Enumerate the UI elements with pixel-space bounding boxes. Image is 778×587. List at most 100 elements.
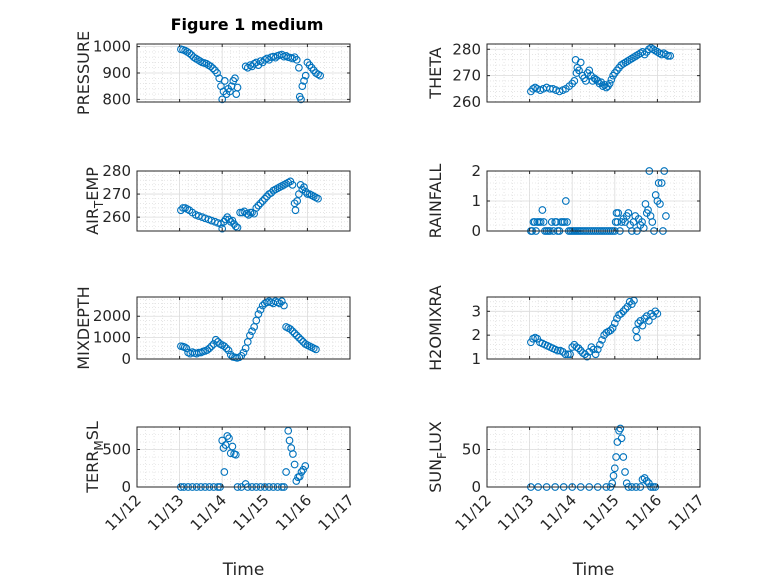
y-axis-label: PRESSURE [74,31,93,115]
subplot-6: 1 2 3 H2OMIXRA [426,285,701,371]
data-point [566,350,574,359]
data-point [208,64,217,73]
y-tick-label: 1 [471,192,481,210]
data-point [651,307,660,316]
data-point [196,57,204,65]
data-point [271,53,280,62]
data-point [608,324,617,332]
data-point [285,436,294,445]
y-tick-label: 0 [471,478,481,496]
y-axis-label: TERRMSL [83,421,106,494]
subplot-4: 0 1 2 RAINFALL [426,162,701,240]
data-point [228,442,237,451]
data-point [636,316,645,325]
data-point [295,333,303,342]
data-point [258,197,267,205]
plot-area [137,171,350,231]
data-point [191,54,200,63]
data-point [297,468,306,476]
y-tick-label: 260 [102,208,131,226]
data-point [561,197,570,205]
data-point [659,49,668,58]
data-point [593,345,602,354]
y-tick-label: 800 [102,90,131,108]
data-point [314,194,322,203]
y-tick-label: 2 [471,162,481,180]
data-point [529,84,537,93]
data-point [598,336,606,344]
data-point [202,59,211,68]
data-point [585,347,594,356]
data-point [252,204,261,212]
y-axis-label: H2OMIXRA [426,285,445,371]
data-point [617,434,626,443]
data-point [289,450,297,458]
y-axis-label: SUNFLUX [426,421,449,493]
data-point [222,344,231,353]
data-point [624,209,633,217]
data-point [277,297,286,306]
data-point [617,61,626,69]
data-point [656,200,664,208]
plot-area [137,427,350,487]
data-point [256,305,265,314]
data-point [625,297,634,306]
y-tick-label: 900 [102,64,131,82]
data-point [254,310,263,318]
data-point [300,77,308,85]
data-point [316,71,325,80]
data-point [260,194,269,203]
data-point [182,344,191,353]
data-point [213,69,221,77]
data-point [256,199,265,208]
data-point [277,50,286,59]
y-tick-label: 2 [471,326,481,344]
data-point [300,183,308,192]
data-point [297,335,305,344]
data-point [638,321,647,330]
data-point [613,218,622,226]
subplot-2: 260 270 280 THETA [426,40,701,111]
data-point [223,432,232,440]
data-point [555,87,564,96]
data-point [607,75,616,84]
data-point [662,212,670,220]
axes-box [486,296,701,360]
data-point [207,342,216,351]
y-tick-label: 1000 [93,38,131,56]
data-point [657,179,666,187]
data-point [634,319,643,328]
data-point [293,197,302,205]
data-point [605,79,614,88]
y-tick-label: 3 [471,302,481,320]
data-point [640,314,649,323]
axes-box [136,426,351,488]
data-point [254,61,263,69]
data-point [653,309,662,318]
y-tick-label: 500 [102,441,131,459]
y-tick-label: 1000 [93,329,131,347]
y-tick-label: 0 [121,478,131,496]
data-point [538,206,547,214]
data-point [613,438,622,446]
y-tick-label: 270 [452,67,481,85]
data-point [292,331,301,340]
data-point [207,216,216,225]
data-point [589,345,598,354]
axes-box [136,296,351,360]
data-point [288,180,297,189]
data-point [181,46,189,55]
data-point [621,468,629,476]
y-tick-label: 2000 [93,307,131,325]
data-point [616,424,625,433]
data-point [647,44,655,52]
data-point [649,312,657,320]
y-axis-label: AIRTEMP [83,167,106,235]
data-point [599,82,607,91]
data-point [633,333,641,342]
data-point [226,350,235,359]
